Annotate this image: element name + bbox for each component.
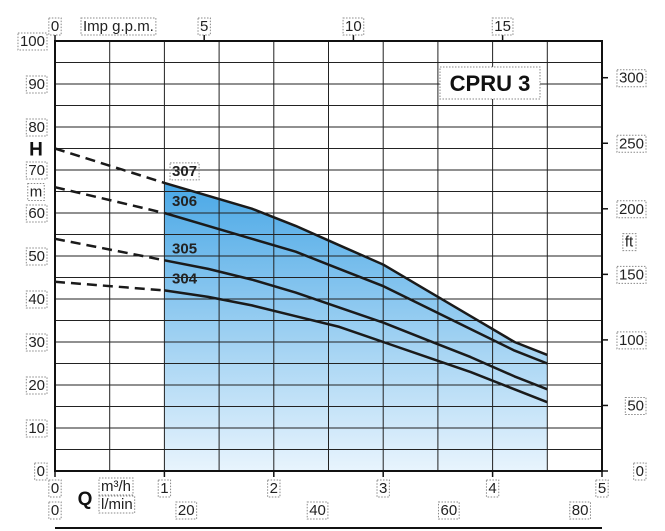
label-box [48, 479, 62, 498]
series-label-307: 307 [172, 163, 197, 180]
top-tick: 5 [200, 18, 208, 35]
label-box [27, 183, 45, 201]
top-tick: 10 [345, 18, 362, 35]
bottom-lmin-tick: 80 [572, 502, 589, 519]
plot-frame [54, 40, 603, 472]
bottom-lmin-tick: 0 [51, 502, 59, 519]
left-tick: 90 [28, 76, 45, 93]
label-box [98, 477, 134, 496]
left-tick: 70 [28, 162, 45, 179]
right-tick: 150 [619, 266, 644, 283]
series-306-dashed [54, 185, 165, 215]
label-box [25, 118, 48, 137]
right-tick: 50 [627, 397, 644, 414]
left-tick: 10 [28, 420, 45, 437]
left-tick: 80 [28, 119, 45, 136]
label-box [25, 419, 48, 438]
left-tick: 40 [28, 291, 45, 308]
right-tick: 100 [619, 332, 644, 349]
label-box [595, 479, 609, 498]
right-tick: 0 [636, 463, 644, 480]
m3h-unit: m³/h [101, 478, 131, 495]
bottom-m3h-tick: 0 [51, 480, 59, 497]
series-307-dashed [54, 147, 165, 185]
bottom-lmin-tick: 20 [178, 502, 195, 519]
ft-axis-unit: ft [625, 234, 634, 251]
label-box [80, 17, 157, 36]
series-304-dashed [54, 280, 165, 292]
label-box [25, 333, 48, 352]
top-tick: 0 [51, 18, 59, 35]
label-box [48, 501, 62, 520]
label-box [306, 501, 329, 520]
label-box [624, 396, 647, 415]
bottom-m3h-tick: 3 [379, 480, 387, 497]
label-box [376, 479, 390, 498]
series-306-line [164, 211, 548, 365]
right-tick: 200 [619, 201, 644, 218]
bottom-m3h-tick: 5 [598, 480, 606, 497]
label-box [342, 17, 365, 36]
bottom-m3h-tick: 4 [488, 480, 496, 497]
label-box [25, 290, 48, 309]
label-box [25, 204, 48, 223]
right-tick: 300 [619, 70, 644, 87]
left-tick: 30 [28, 334, 45, 351]
h-axis-unit: m [30, 184, 43, 201]
label-box [633, 462, 647, 481]
series-305-line [164, 259, 548, 391]
bottom-m3h-tick: 2 [270, 480, 278, 497]
left-tick: 50 [28, 248, 45, 265]
label-box [616, 134, 647, 153]
label-box [25, 161, 48, 180]
label-box [616, 69, 647, 88]
bottom-lmin-tick: 40 [309, 502, 326, 519]
label-box [98, 495, 136, 514]
label-box [169, 162, 200, 181]
q-axis-symbol: Q [78, 489, 93, 510]
label-box [157, 479, 172, 498]
label-box [25, 376, 48, 395]
label-box [25, 247, 48, 266]
label-box [48, 17, 62, 36]
series-label-304: 304 [172, 270, 198, 287]
series-label-306: 306 [172, 193, 197, 210]
label-box [175, 501, 198, 520]
left-tick: 100 [20, 33, 45, 50]
series-label-305: 305 [172, 240, 197, 257]
label-box [622, 233, 637, 252]
label-box [616, 331, 647, 350]
h-axis-symbol: H [29, 140, 43, 161]
lmin-unit: l/min [101, 496, 133, 513]
label-box [34, 462, 48, 481]
left-tick: 20 [28, 377, 45, 394]
label-box [267, 479, 281, 498]
top-axis-label: Imp g.p.m. [83, 18, 154, 35]
label-box [437, 501, 460, 520]
series-304-line [164, 289, 548, 404]
label-box [485, 479, 500, 498]
operating-region-fill [164, 182, 548, 471]
top-tick: 15 [494, 18, 511, 35]
left-tick: 0 [37, 463, 45, 480]
bottom-lmin-tick: 60 [440, 502, 457, 519]
label-box [17, 32, 48, 51]
label-box [197, 17, 211, 36]
right-tick: 250 [619, 135, 644, 152]
chart-title: CPRU 3 [450, 71, 531, 96]
series-305-dashed [54, 237, 165, 262]
label-box [25, 75, 48, 94]
label-box [616, 265, 647, 284]
label-box [616, 200, 647, 219]
label-box [491, 17, 514, 36]
left-tick: 60 [28, 205, 45, 222]
label-box [569, 501, 591, 520]
series-307-line [164, 181, 548, 357]
title-box [439, 66, 541, 100]
bottom-m3h-tick: 1 [160, 480, 168, 497]
